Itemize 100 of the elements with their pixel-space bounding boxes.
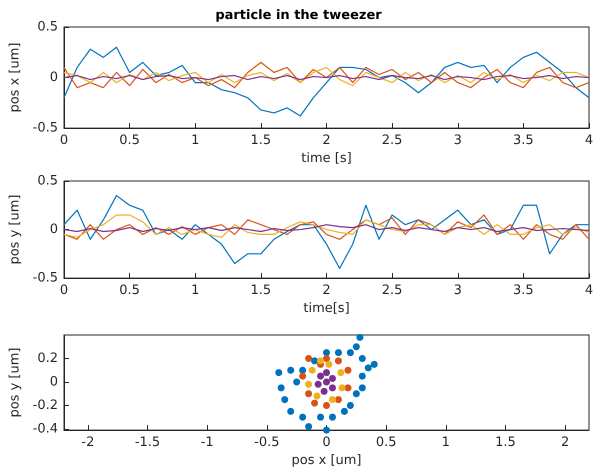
line-series — [63, 46, 590, 117]
y-tick-label: -0.5 — [32, 120, 58, 136]
point — [299, 366, 306, 374]
x-tick-label: -0.5 — [254, 435, 280, 450]
point — [346, 402, 354, 409]
point — [293, 378, 300, 386]
point — [317, 372, 324, 380]
x-axis-title: pos x [um] — [292, 453, 362, 468]
line-series — [63, 62, 590, 88]
point — [281, 396, 288, 404]
point — [344, 366, 352, 374]
point — [328, 374, 336, 382]
y-tick-label: -0.4 — [32, 421, 58, 436]
point — [356, 334, 364, 341]
x-tick-label: 4 — [584, 283, 594, 298]
point — [334, 396, 342, 404]
point — [313, 392, 320, 400]
x-tick-label: 1 — [191, 133, 200, 148]
point — [299, 372, 306, 380]
y-axis-title: pos y [um] — [8, 194, 23, 265]
x-tick-label: 1 — [442, 435, 450, 450]
point — [346, 349, 354, 356]
y-tick-label: 0.5 — [37, 174, 58, 188]
x-tick-label: 0.5 — [119, 283, 140, 298]
x-tick-label: 1 — [191, 283, 200, 298]
x-tick-label: 1.5 — [250, 133, 272, 148]
point — [305, 390, 312, 398]
point — [299, 414, 306, 421]
point — [344, 384, 352, 392]
point — [311, 400, 318, 407]
line-series — [63, 66, 590, 86]
point — [278, 384, 285, 392]
point — [358, 384, 366, 392]
point — [325, 360, 332, 368]
point — [275, 369, 282, 376]
x-axis-title: time [s] — [301, 151, 352, 166]
x-tick-label: 3.5 — [513, 133, 534, 148]
x-tick-label: 2 — [322, 133, 331, 148]
point — [308, 366, 316, 374]
point — [334, 357, 342, 364]
point — [340, 408, 348, 415]
x-tick-label: 3.5 — [513, 283, 534, 298]
point — [338, 384, 346, 392]
x-tick-label: 2.5 — [382, 133, 402, 148]
point — [337, 369, 344, 376]
line-series — [63, 194, 590, 269]
y-axis-title: pos y [um] — [8, 348, 23, 418]
y-tick-label: -0.2 — [32, 398, 58, 413]
x-tick-label: -1 — [200, 435, 214, 450]
x-axis-title: time[s] — [303, 301, 350, 316]
y-tick-label: -0.5 — [32, 270, 58, 286]
point — [305, 380, 312, 388]
point — [311, 357, 318, 364]
x-tick-label: 0 — [322, 435, 331, 450]
x-tick-label: 2.5 — [382, 283, 402, 298]
y-axis-title: pos x [um] — [8, 42, 23, 113]
y-tick-label: 0.5 — [37, 20, 58, 34]
x-tick-label: 2 — [560, 435, 570, 450]
point — [323, 378, 330, 386]
point — [287, 408, 294, 415]
x-tick-label: 0.5 — [119, 133, 140, 148]
y-tick-label: 0 — [50, 222, 58, 238]
x-tick-label: 4 — [584, 133, 594, 148]
point — [323, 354, 330, 362]
x-tick-label: 0 — [60, 133, 68, 148]
point — [323, 426, 330, 434]
point — [328, 384, 336, 392]
point — [314, 380, 322, 388]
point — [358, 372, 366, 380]
point — [352, 390, 360, 398]
point — [364, 364, 372, 372]
point — [287, 366, 294, 374]
point — [358, 354, 366, 362]
x-tick-label: 0 — [60, 283, 68, 298]
point — [323, 369, 330, 376]
x-tick-label: 3 — [454, 133, 462, 148]
point — [320, 388, 328, 395]
point — [323, 349, 330, 356]
y-tick-label: 0.2 — [37, 350, 58, 366]
x-tick-label: -2 — [81, 435, 94, 450]
point — [328, 414, 336, 421]
point — [352, 343, 360, 350]
line-series — [63, 224, 590, 232]
point — [328, 396, 336, 404]
x-tick-label: 2 — [322, 283, 331, 298]
point — [317, 414, 324, 421]
y-tick-label: 0 — [50, 374, 58, 390]
y-tick-label: 0 — [50, 70, 58, 86]
x-tick-label: -1.5 — [134, 435, 160, 450]
x-tick-label: 3 — [454, 283, 462, 298]
point — [305, 354, 312, 362]
point — [370, 360, 378, 368]
x-tick-label: 1.5 — [495, 435, 516, 450]
x-tick-label: 1.5 — [250, 283, 272, 298]
point — [305, 423, 312, 430]
point — [323, 402, 330, 409]
point — [334, 349, 342, 356]
chart-title: particle in the tweezer — [215, 8, 382, 23]
point — [317, 357, 324, 364]
x-tick-label: 0.5 — [376, 435, 397, 450]
